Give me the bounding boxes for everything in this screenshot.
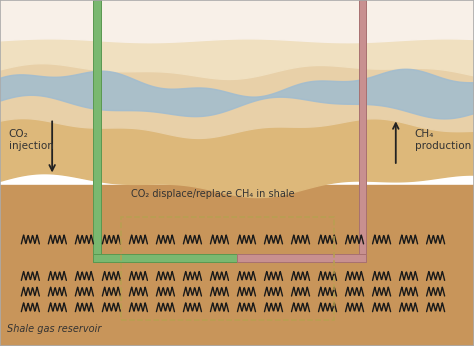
Text: CH₄
production: CH₄ production	[415, 129, 471, 151]
Text: CO₂
injection: CO₂ injection	[9, 129, 54, 151]
Bar	[93, 254, 237, 262]
Bar	[359, 0, 366, 262]
Bar	[121, 217, 334, 320]
Bar	[237, 254, 366, 262]
Text: Shale gas reservoir: Shale gas reservoir	[7, 325, 101, 335]
Text: CO₂ displace/replace CH₄ in shale: CO₂ displace/replace CH₄ in shale	[131, 189, 295, 199]
Bar	[93, 0, 101, 262]
